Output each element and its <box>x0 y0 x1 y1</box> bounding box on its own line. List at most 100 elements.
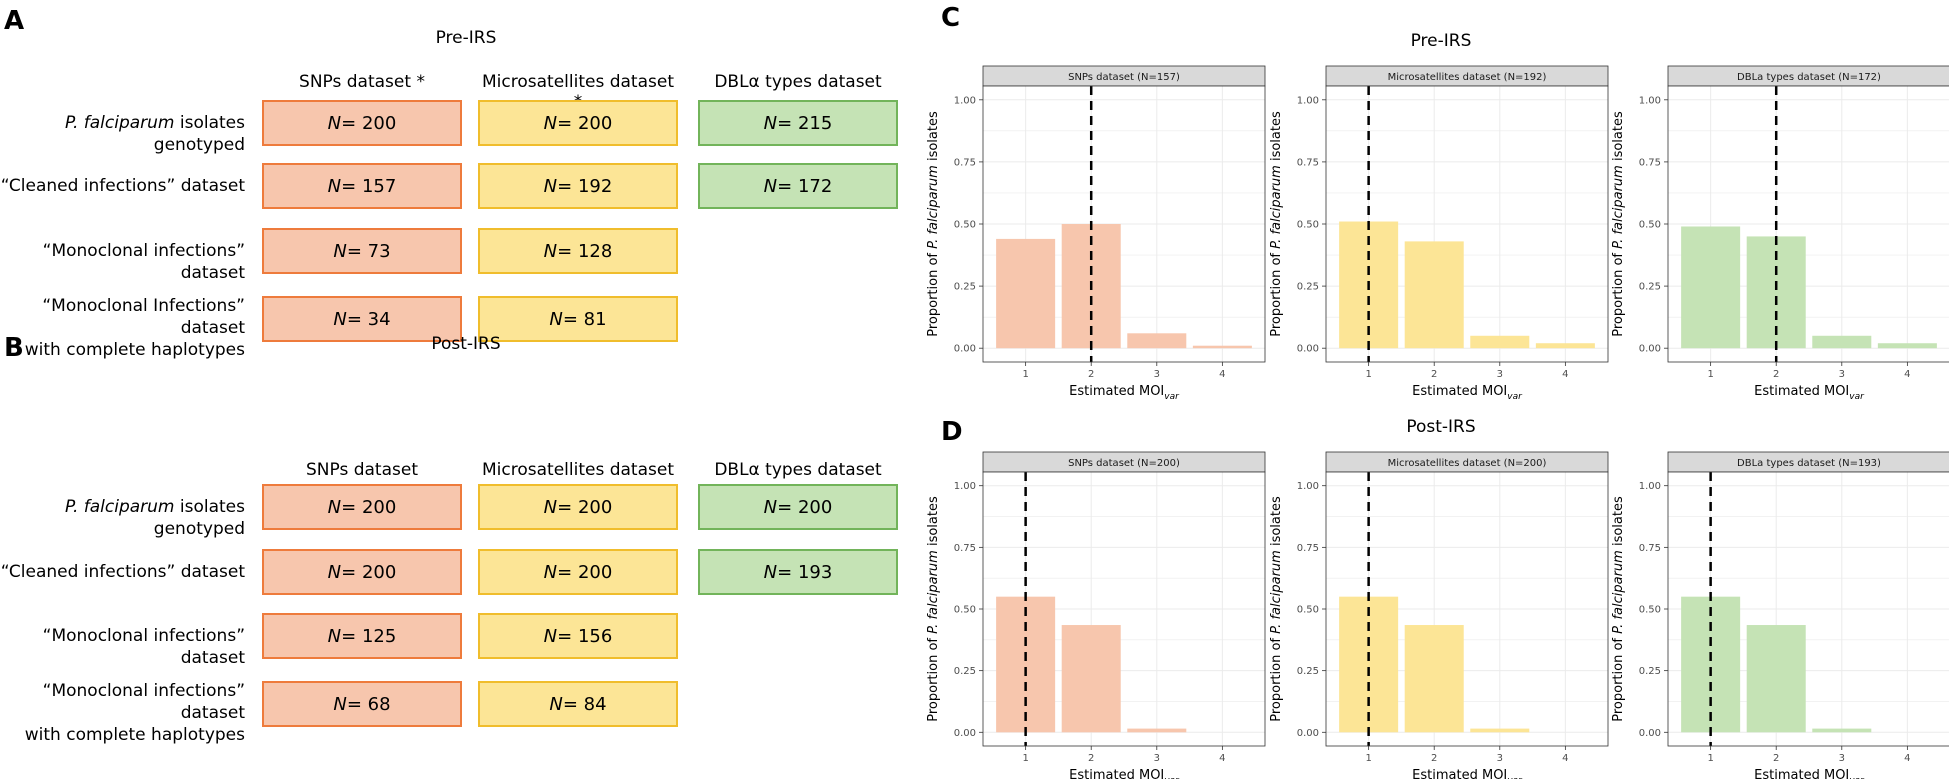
y-axis-label: Proportion of P. falciparum isolates <box>1269 111 1284 337</box>
facet-strip-label: SNPs dataset (N=200) <box>1068 458 1180 469</box>
count-box-msat: N = 200 <box>478 100 678 146</box>
y-tick-label: 0.50 <box>1297 220 1319 231</box>
panel-letter-d: D <box>941 417 963 447</box>
y-axis-label: Proportion of P. falciparum isolates <box>926 111 941 337</box>
y-tick-label: 0.00 <box>954 344 976 355</box>
count-box-snp: N = 68 <box>262 681 462 727</box>
x-tick-label: 2 <box>1431 369 1437 380</box>
count-box-msat: N = 200 <box>478 549 678 595</box>
x-axis-label: Estimated MOIvar <box>1754 768 1865 779</box>
count-box-snp: N = 200 <box>262 549 462 595</box>
y-axis-label: Proportion of P. falciparum isolates <box>1269 496 1284 722</box>
bar <box>1812 728 1872 733</box>
y-tick-label: 0.00 <box>1297 344 1319 355</box>
row-label: P. falciparum isolates genotyped <box>65 113 245 155</box>
y-tick-label: 0.75 <box>954 157 976 168</box>
y-tick-label: 0.50 <box>1297 605 1319 616</box>
count-box-msat: N = 200 <box>478 484 678 530</box>
x-tick-label: 2 <box>1088 753 1094 764</box>
y-tick-label: 0.25 <box>954 666 976 677</box>
x-tick-label: 2 <box>1773 753 1779 764</box>
y-tick-label: 0.50 <box>1639 605 1661 616</box>
y-tick-label: 1.00 <box>954 95 976 106</box>
x-tick-label: 3 <box>1497 369 1503 380</box>
y-tick-label: 0.25 <box>1297 282 1319 293</box>
count-box-dbl: N = 172 <box>698 163 898 209</box>
y-tick-label: 0.00 <box>1639 728 1661 739</box>
x-tick-label: 3 <box>1154 369 1160 380</box>
column-header-msat: Microsatellites dataset <box>482 460 674 480</box>
x-axis-label: Estimated MOIvar <box>1069 384 1180 402</box>
y-tick-label: 1.00 <box>954 481 976 492</box>
panel-a-title: Pre-IRS <box>435 28 497 48</box>
column-header-dbl: DBLα types dataset <box>714 72 882 92</box>
bar <box>1404 625 1464 733</box>
count-box-msat: N = 84 <box>478 681 678 727</box>
row-label: “Monoclonal Infections” dataset with comp… <box>24 296 245 360</box>
bar <box>1470 728 1530 733</box>
count-box-dbl: N = 193 <box>698 549 898 595</box>
y-tick-label: 0.50 <box>1639 220 1661 231</box>
panel-b-letter: B <box>4 333 24 363</box>
panel-letter-c: C <box>941 3 960 33</box>
row-label: “Cleaned infections” dataset <box>0 176 245 196</box>
row-label: “Monoclonal infections” dataset with comp… <box>24 681 245 745</box>
count-box-snp: N = 34 <box>262 296 462 342</box>
y-tick-label: 1.00 <box>1639 95 1661 106</box>
x-tick-label: 4 <box>1219 369 1225 380</box>
x-tick-label: 4 <box>1904 369 1910 380</box>
bar <box>1812 335 1872 349</box>
count-box-msat: N = 81 <box>478 296 678 342</box>
x-tick-label: 3 <box>1839 753 1845 764</box>
chart-row-title: Pre-IRS <box>1411 31 1472 51</box>
y-axis-label: Proportion of P. falciparum isolates <box>926 496 941 722</box>
bar <box>1681 226 1741 349</box>
x-axis-label: Estimated MOIvar <box>1754 384 1865 402</box>
count-box-msat: N = 192 <box>478 163 678 209</box>
row-label: “Monoclonal infections” dataset <box>42 241 245 283</box>
facet-strip-label: Microsatellites dataset (N=200) <box>1388 458 1547 469</box>
y-tick-label: 0.00 <box>1297 728 1319 739</box>
x-tick-label: 1 <box>1365 369 1371 380</box>
column-header-snp: SNPs dataset * <box>299 72 425 92</box>
count-box-msat: N = 156 <box>478 613 678 659</box>
x-tick-label: 1 <box>1022 369 1028 380</box>
count-box-dbl: N = 215 <box>698 100 898 146</box>
bar <box>1535 343 1595 349</box>
bar <box>1127 728 1187 733</box>
y-tick-label: 0.75 <box>954 543 976 554</box>
y-tick-label: 0.75 <box>1297 543 1319 554</box>
panel-b-title: Post-IRS <box>431 334 501 354</box>
y-tick-label: 0.50 <box>954 605 976 616</box>
y-tick-label: 1.00 <box>1639 481 1661 492</box>
x-tick-label: 2 <box>1088 369 1094 380</box>
panel-a-letter: A <box>4 6 25 36</box>
bar <box>1470 335 1530 349</box>
count-box-snp: N = 200 <box>262 100 462 146</box>
bar <box>1681 596 1741 733</box>
count-box-snp: N = 125 <box>262 613 462 659</box>
x-tick-label: 3 <box>1839 369 1845 380</box>
x-axis-label: Estimated MOIvar <box>1412 384 1523 402</box>
bar <box>996 596 1056 733</box>
bar <box>1404 241 1464 349</box>
facet-strip-label: SNPs dataset (N=157) <box>1068 72 1180 83</box>
bar <box>1192 345 1252 349</box>
count-box-snp: N = 73 <box>262 228 462 274</box>
y-tick-label: 0.25 <box>954 282 976 293</box>
x-tick-label: 1 <box>1365 753 1371 764</box>
bar <box>1877 343 1937 349</box>
x-tick-label: 4 <box>1904 753 1910 764</box>
x-tick-label: 1 <box>1707 369 1713 380</box>
y-axis-label: Proportion of P. falciparum isolates <box>1611 496 1626 722</box>
y-tick-label: 1.00 <box>1297 481 1319 492</box>
row-label: “Cleaned infections” dataset <box>0 562 245 582</box>
y-tick-label: 0.00 <box>1639 344 1661 355</box>
y-tick-label: 0.00 <box>954 728 976 739</box>
bar <box>1061 625 1121 733</box>
x-tick-label: 1 <box>1022 753 1028 764</box>
column-header-snp: SNPs dataset <box>306 460 418 480</box>
x-axis-label: Estimated MOIvar <box>1069 768 1180 779</box>
facet-strip-label: Microsatellites dataset (N=192) <box>1388 72 1547 83</box>
